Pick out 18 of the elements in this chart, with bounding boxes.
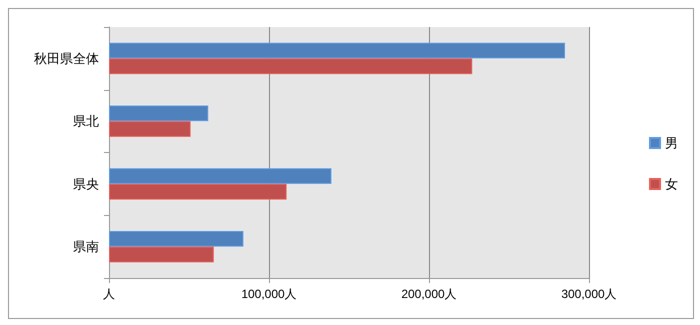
bar [109, 246, 214, 262]
bar [109, 168, 332, 184]
y-tick-label: 県北 [73, 114, 99, 129]
legend-label: 女 [665, 176, 678, 192]
bar [109, 230, 244, 247]
bar [109, 121, 191, 137]
bar [109, 42, 565, 58]
bar [109, 184, 287, 200]
y-tick-label: 県央 [73, 176, 99, 192]
x-tick-label: 300,000人 [561, 287, 617, 301]
y-tick-label: 県南 [73, 239, 99, 254]
bar [109, 105, 208, 122]
x-tick-label: 100,000人 [241, 287, 297, 301]
x-tick-label: 人 [103, 287, 115, 301]
x-tick-label: 200,000人 [401, 287, 457, 301]
legend-label: 男 [665, 136, 678, 150]
y-tick-label: 秋田県全体 [34, 50, 99, 66]
bar [109, 58, 472, 74]
